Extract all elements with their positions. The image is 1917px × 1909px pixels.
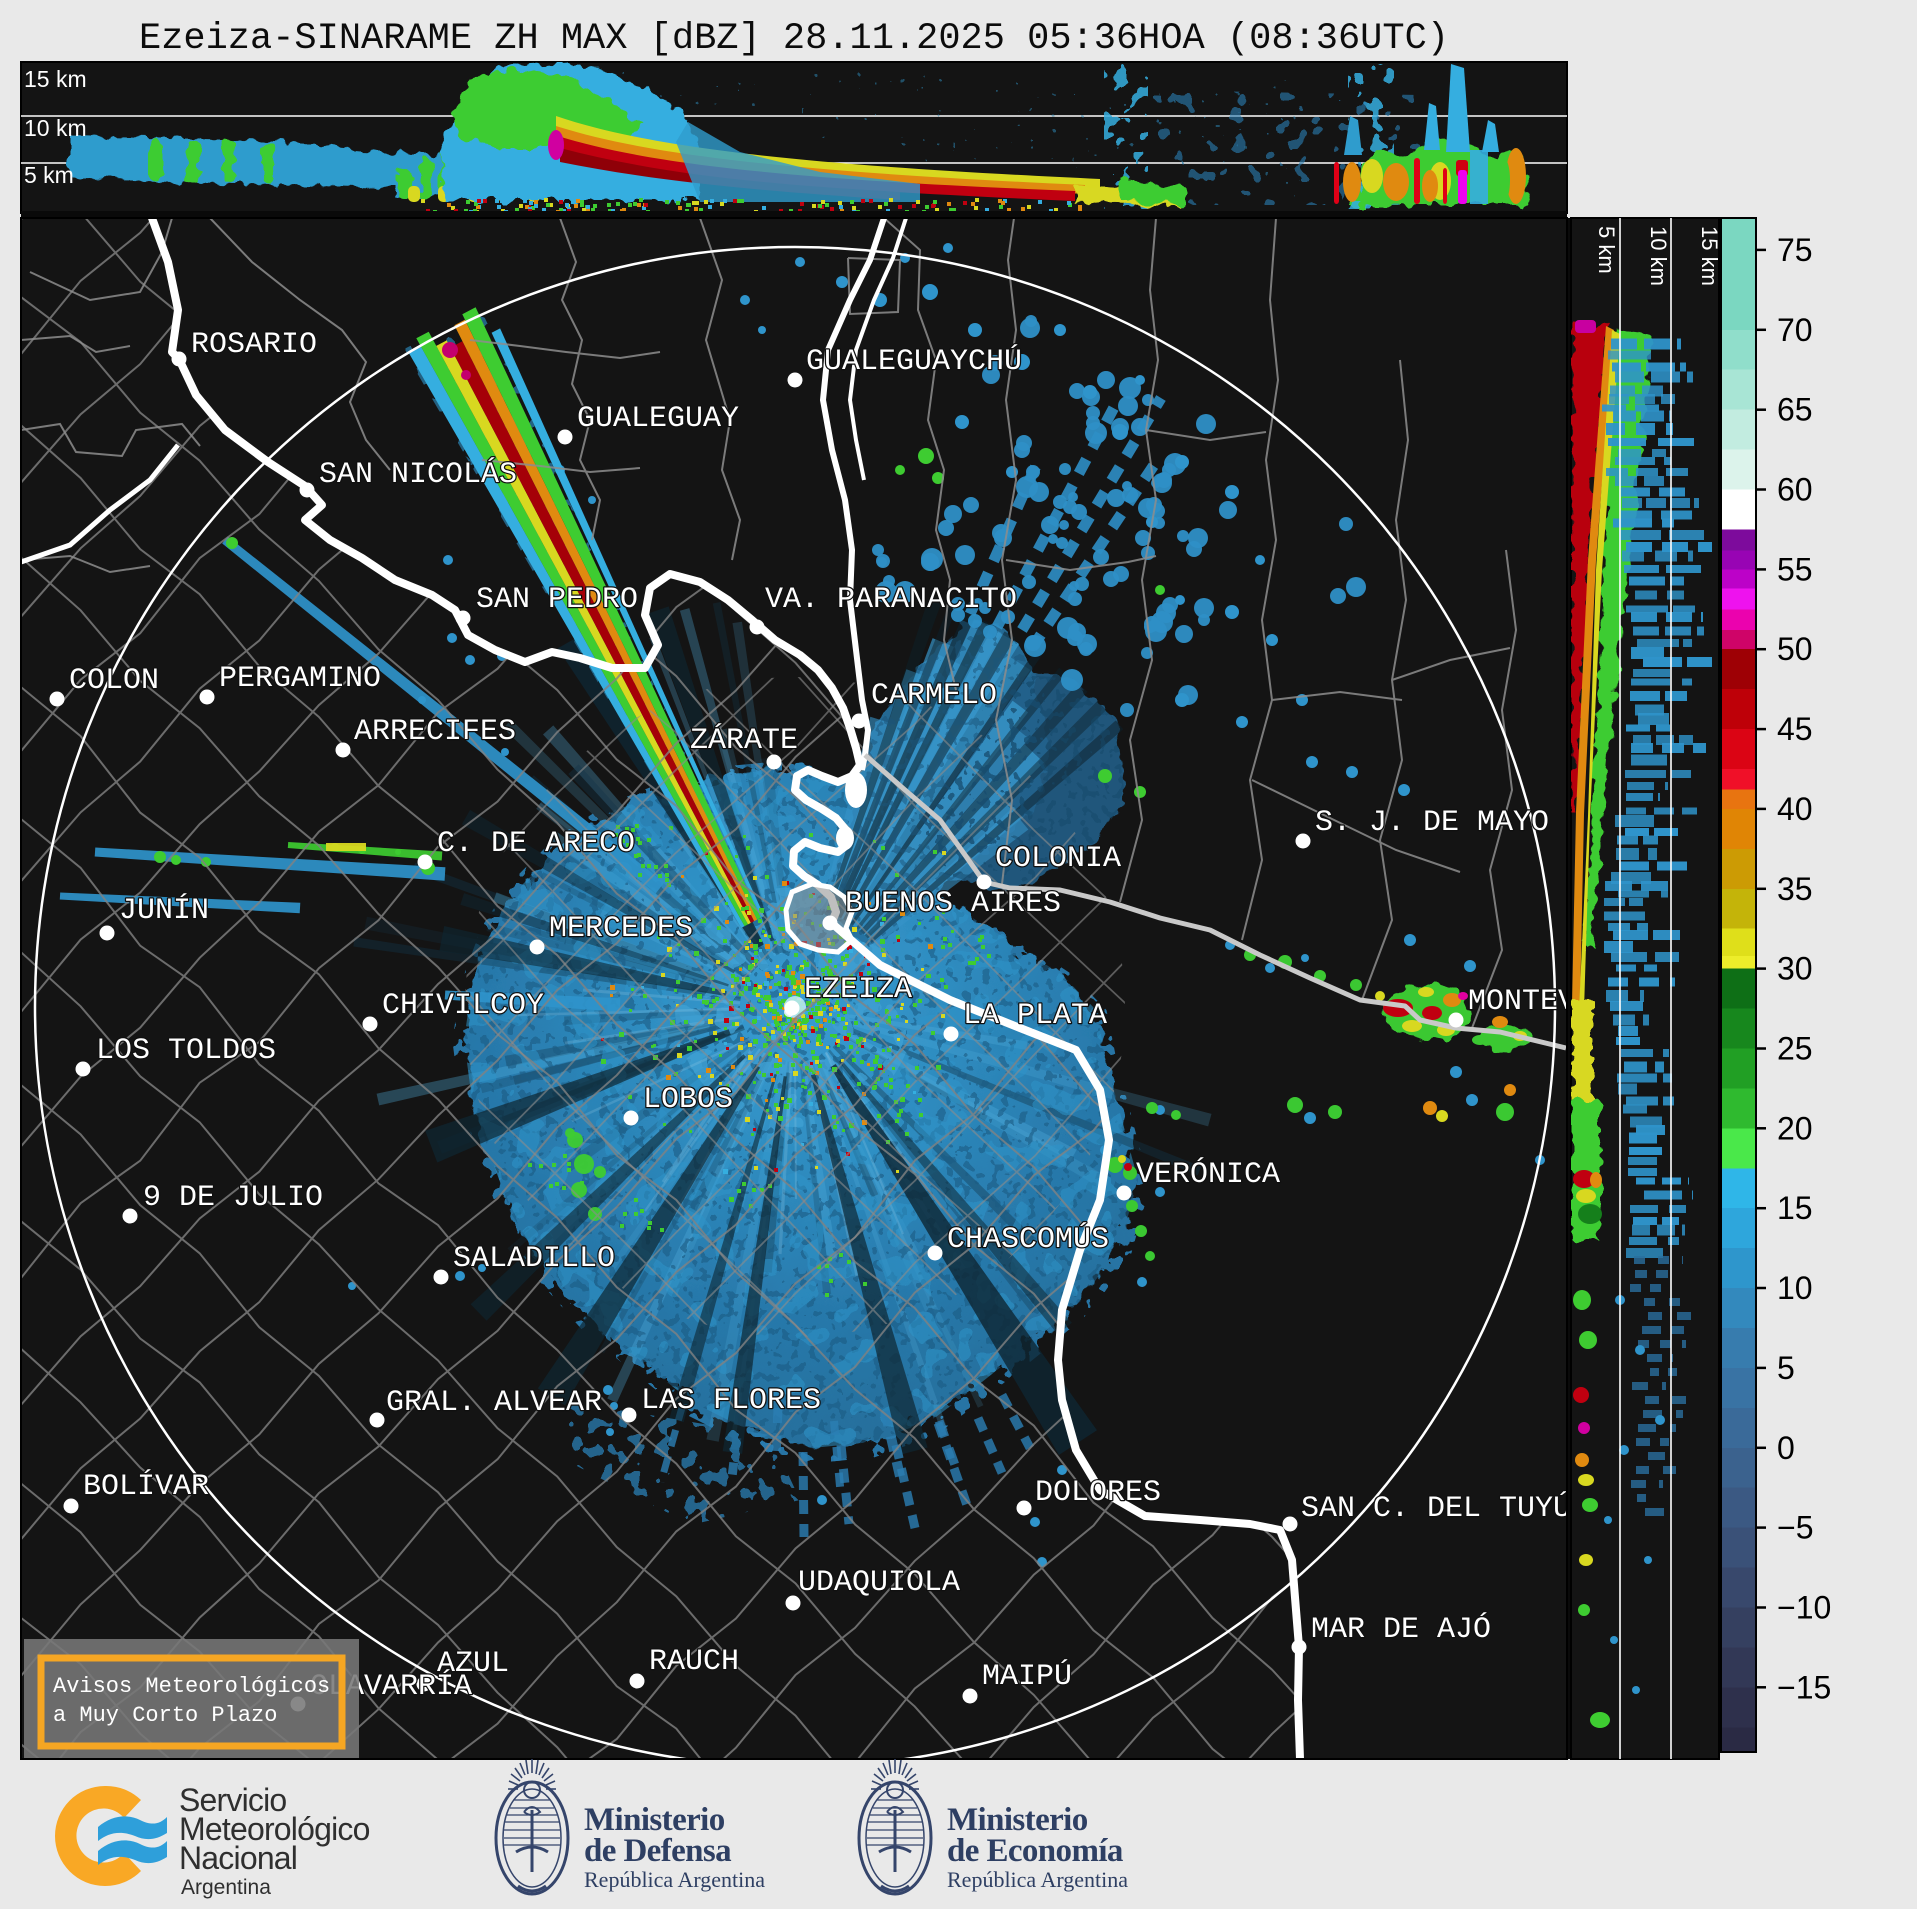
svg-text:DOLORES: DOLORES [1035,1476,1161,1510]
svg-text:−15: −15 [1777,1669,1831,1705]
svg-text:MERCEDES: MERCEDES [549,912,693,946]
svg-text:20: 20 [1777,1110,1813,1146]
svg-text:Argentina: Argentina [181,1876,271,1899]
svg-text:COLONIA: COLONIA [995,842,1121,876]
svg-text:MONTEVIDEO: MONTEVIDEO [1468,985,1648,1019]
svg-text:−5: −5 [1777,1510,1813,1546]
svg-text:C. DE ARECO: C. DE ARECO [437,827,635,861]
svg-text:SAN NICOLÁS: SAN NICOLÁS [319,457,517,492]
svg-text:RAUCH: RAUCH [649,1645,739,1679]
svg-text:CHIVILCOY: CHIVILCOY [382,989,544,1023]
svg-text:S. J. DE MAYO: S. J. DE MAYO [1315,806,1549,840]
svg-text:55: 55 [1777,551,1813,587]
svg-text:60: 60 [1777,472,1813,508]
svg-text:SAN C. DEL TUYÚ: SAN C. DEL TUYÚ [1301,1491,1571,1526]
svg-text:15 km: 15 km [24,66,87,92]
svg-text:15 km: 15 km [1697,226,1722,286]
svg-text:Ministerio: Ministerio [947,1802,1088,1838]
svg-text:VERÓNICA: VERÓNICA [1136,1157,1280,1192]
svg-text:COLON: COLON [69,664,159,698]
svg-text:GUALEGUAY: GUALEGUAY [577,402,739,436]
svg-text:MAIPÚ: MAIPÚ [982,1659,1072,1694]
svg-text:República Argentina: República Argentina [584,1867,765,1892]
svg-text:LOS TOLDOS: LOS TOLDOS [96,1034,276,1068]
svg-text:JUNÍN: JUNÍN [119,893,209,928]
svg-text:75: 75 [1777,232,1813,268]
svg-text:SAN PEDRO: SAN PEDRO [476,583,638,617]
svg-text:35: 35 [1777,871,1813,907]
svg-text:30: 30 [1777,951,1813,987]
svg-text:SALADILLO: SALADILLO [453,1242,615,1276]
svg-text:65: 65 [1777,392,1813,428]
svg-text:Avisos Meteorológicos: Avisos Meteorológicos [53,1674,330,1699]
svg-text:45: 45 [1777,711,1813,747]
svg-text:GRAL. ALVEAR: GRAL. ALVEAR [386,1386,602,1420]
svg-text:25: 25 [1777,1031,1813,1067]
svg-text:CARMELO: CARMELO [871,679,997,713]
svg-text:de Economía: de Economía [947,1833,1123,1869]
svg-text:0: 0 [1777,1430,1795,1466]
svg-text:ROSARIO: ROSARIO [191,328,317,362]
svg-text:MAR DE AJÓ: MAR DE AJÓ [1311,1612,1491,1647]
svg-text:40: 40 [1777,791,1813,827]
svg-text:10 km: 10 km [24,115,87,141]
svg-text:GUALEGUAYCHÚ: GUALEGUAYCHÚ [806,344,1022,379]
svg-text:BUENOS AIRES: BUENOS AIRES [845,887,1061,921]
svg-text:5 km: 5 km [24,162,74,188]
svg-text:PERGAMINO: PERGAMINO [219,662,381,696]
svg-text:10 km: 10 km [1646,226,1671,286]
svg-text:AZUL: AZUL [437,1647,509,1681]
svg-text:LA PLATA: LA PLATA [963,999,1107,1033]
svg-text:a Muy Corto Plazo: a Muy Corto Plazo [53,1703,277,1728]
svg-text:ARRECIFES: ARRECIFES [354,715,516,749]
svg-text:UDAQUIOLA: UDAQUIOLA [798,1566,960,1600]
svg-text:CHASCOMÚS: CHASCOMÚS [947,1222,1109,1257]
svg-text:LOBOS: LOBOS [643,1083,733,1117]
svg-text:Servicio: Servicio [179,1782,286,1818]
svg-text:5: 5 [1777,1350,1795,1386]
svg-text:VA. PARANACITO: VA. PARANACITO [765,583,1017,617]
svg-text:−10: −10 [1777,1590,1831,1626]
svg-text:10: 10 [1777,1270,1813,1306]
svg-text:Nacional: Nacional [179,1840,297,1876]
svg-text:15: 15 [1777,1190,1813,1226]
svg-text:50: 50 [1777,631,1813,667]
svg-text:EZEIZA: EZEIZA [804,973,912,1007]
svg-text:LAS FLORES: LAS FLORES [641,1384,821,1418]
svg-text:9 DE JULIO: 9 DE JULIO [143,1181,323,1215]
svg-text:República Argentina: República Argentina [947,1867,1128,1892]
svg-text:Ezeiza-SINARAME ZH MAX [dBZ] 2: Ezeiza-SINARAME ZH MAX [dBZ] 28.11.2025 … [139,18,1449,60]
svg-text:Meteorológico: Meteorológico [179,1811,370,1847]
svg-text:Ministerio: Ministerio [584,1802,725,1838]
svg-text:ZÁRATE: ZÁRATE [690,723,798,758]
svg-text:5 km: 5 km [1594,226,1619,274]
svg-text:BOLÍVAR: BOLÍVAR [83,1469,209,1504]
svg-text:70: 70 [1777,312,1813,348]
svg-text:de Defensa: de Defensa [584,1833,731,1869]
